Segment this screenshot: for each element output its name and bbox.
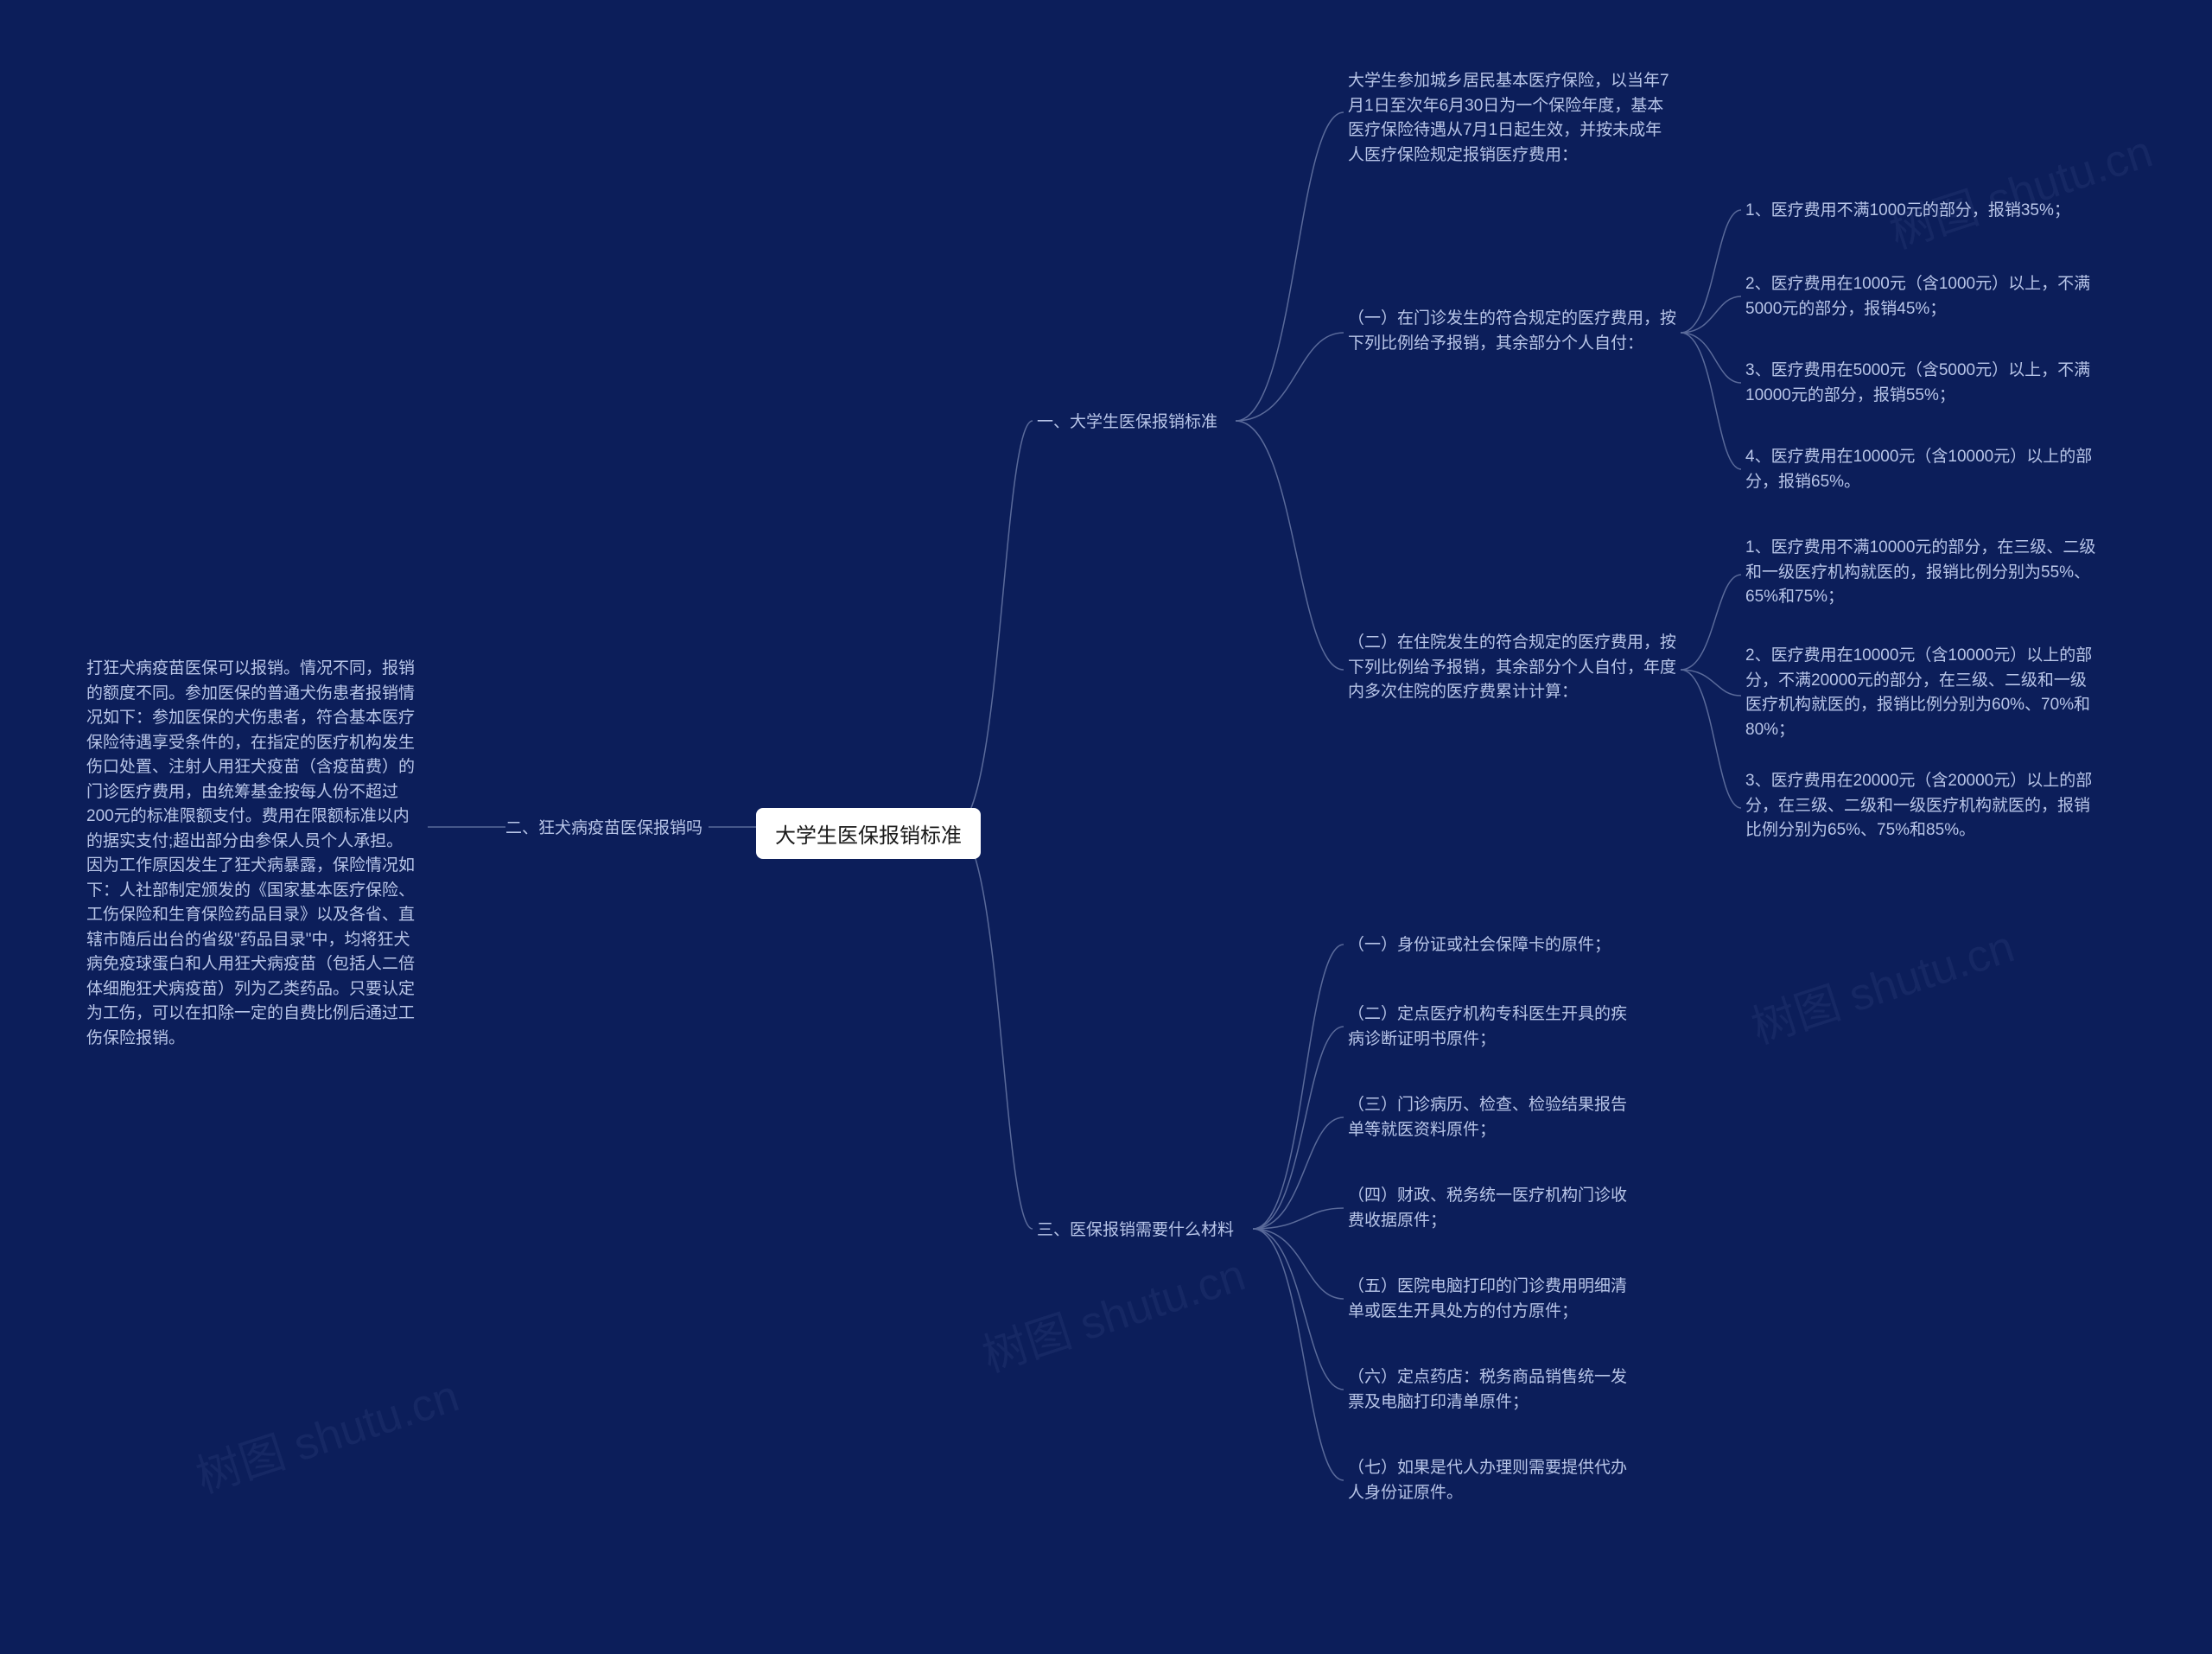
- branch-3-item: （七）如果是代人办理则需要提供代办人身份证原件。: [1348, 1456, 1642, 1505]
- branch-3-item: （五）医院电脑打印的门诊费用明细清单或医生开具处方的付方原件；: [1348, 1275, 1642, 1324]
- branch-3-item: （三）门诊病历、检查、检验结果报告单等就医资料原件；: [1348, 1093, 1642, 1142]
- branch-1-sub1[interactable]: （一）在门诊发生的符合规定的医疗费用，按下列比例给予报销，其余部分个人自付：: [1348, 307, 1676, 356]
- branch-1[interactable]: 一、大学生医保报销标准: [1037, 410, 1217, 436]
- branch-1-sub1-item: 2、医疗费用在1000元（含1000元）以上，不满5000元的部分，报销45%；: [1745, 272, 2100, 321]
- watermark: 树图 shutu.cn: [1742, 910, 2021, 1056]
- branch-3-item: （一）身份证或社会保障卡的原件；: [1348, 933, 1611, 958]
- branch-2[interactable]: 二、狂犬病疫苗医保报销吗: [505, 817, 702, 842]
- watermark: 树图 shutu.cn: [1880, 115, 2159, 261]
- branch-1-sub1-item: 3、医疗费用在5000元（含5000元）以上，不满10000元的部分，报销55%…: [1745, 359, 2100, 408]
- branch-3-item: （六）定点药店：税务商品销售统一发票及电脑打印清单原件；: [1348, 1365, 1642, 1415]
- branch-1-sub1-item: 1、医疗费用不满1000元的部分，报销35%；: [1745, 199, 2070, 224]
- branch-3-item: （四）财政、税务统一医疗机构门诊收费收据原件；: [1348, 1184, 1642, 1233]
- root-node[interactable]: 大学生医保报销标准: [756, 808, 981, 859]
- branch-1-intro: 大学生参加城乡居民基本医疗保险，以当年7月1日至次年6月30日为一个保险年度，基…: [1348, 69, 1676, 168]
- branch-3-item: （二）定点医疗机构专科医生开具的疾病诊断证明书原件；: [1348, 1002, 1642, 1052]
- branch-1-sub1-item: 4、医疗费用在10000元（含10000元）以上的部分，报销65%。: [1745, 445, 2100, 494]
- branch-1-sub2-item: 2、医疗费用在10000元（含10000元）以上的部分，不满20000元的部分，…: [1745, 644, 2100, 742]
- branch-1-sub2[interactable]: （二）在住院发生的符合规定的医疗费用，按下列比例给予报销，其余部分个人自付，年度…: [1348, 631, 1676, 705]
- watermark: 树图 shutu.cn: [973, 1238, 1252, 1384]
- watermark: 树图 shutu.cn: [187, 1359, 466, 1505]
- branch-3[interactable]: 三、医保报销需要什么材料: [1037, 1218, 1234, 1244]
- branch-1-sub2-item: 1、医疗费用不满10000元的部分，在三级、二级和一级医疗机构就医的，报销比例分…: [1745, 536, 2100, 610]
- branch-1-sub2-item: 3、医疗费用在20000元（含20000元）以上的部分，在三级、二级和一级医疗机…: [1745, 769, 2100, 843]
- branch-2-leaf: 打狂犬病疫苗医保可以报销。情况不同，报销的额度不同。参加医保的普通犬伤患者报销情…: [86, 657, 415, 1051]
- mindmap-canvas: 树图 shutu.cn 树图 shutu.cn 树图 shutu.cn 树图 s…: [0, 0, 2212, 1654]
